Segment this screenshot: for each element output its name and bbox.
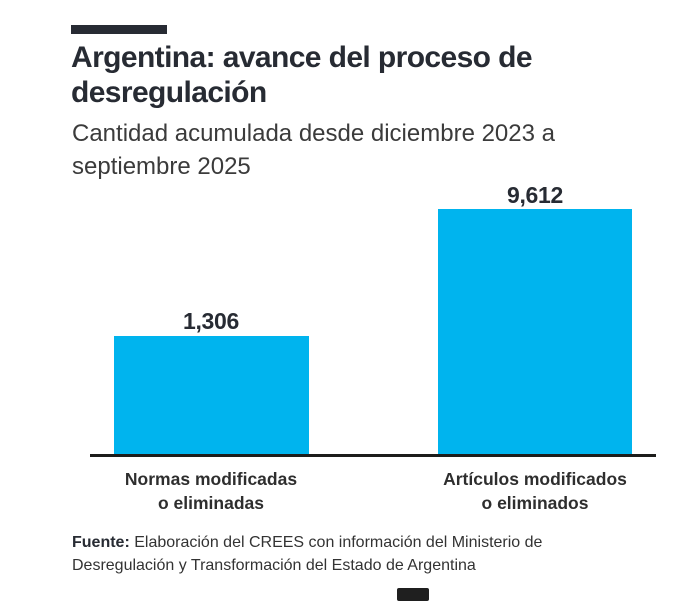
source-note: Fuente: Elaboración del CREES con inform… (72, 531, 612, 577)
bar-value-label-articulos: 9,612 (506, 182, 564, 208)
category-label-line: Normas modificadas (124, 469, 298, 489)
bar-normas-modificadas (114, 336, 309, 455)
source-label: Fuente: (72, 534, 130, 551)
category-label-articulos: Artículos modificados o eliminados (410, 467, 660, 515)
bottom-logo-mark (397, 588, 429, 601)
category-label-line: o eliminadas (157, 493, 264, 513)
category-label-normas: Normas modificadas o eliminadas (86, 467, 336, 515)
bar-value-label-normas: 1,306 (182, 308, 240, 334)
title-accent-bar (71, 25, 167, 34)
category-label-line: o eliminados (481, 493, 589, 513)
chart-title: Argentina: avance del proceso de desregu… (71, 41, 533, 109)
x-axis-line (90, 454, 656, 457)
category-label-line: Artículos modificados (443, 469, 627, 489)
bar-articulos-modificados (438, 209, 632, 455)
chart-subtitle: Cantidad acumulada desde diciembre 2023 … (72, 120, 555, 180)
source-text: Elaboración del CREES con información de… (72, 534, 543, 574)
